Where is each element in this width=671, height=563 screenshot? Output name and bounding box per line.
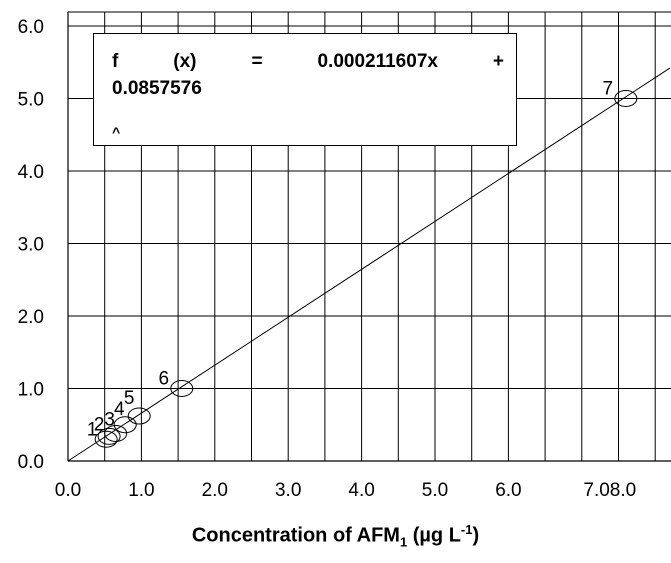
point-label: 4 — [114, 399, 125, 420]
x-tick-labels: 0.0 1.0 2.0 3.0 4.0 5.0 6.0 7.08.0 — [55, 480, 636, 501]
data-point — [614, 90, 638, 107]
x-tick-label: 6.0 — [495, 480, 521, 501]
x-tick-label: 7.0 — [583, 480, 609, 501]
point-label: 7 — [603, 79, 614, 100]
fit-line-group — [67, 67, 671, 462]
point-label: 5 — [124, 388, 135, 409]
x-axis-label-mid: (µg L — [407, 524, 461, 547]
x-axis-label: Concentration of AFM1 (µg L-1) — [0, 522, 671, 550]
data-point — [127, 407, 151, 425]
point-label: 6 — [158, 369, 169, 390]
data-point — [97, 427, 121, 445]
x-tick-label: 1.0 — [128, 480, 154, 501]
x-axis-label-suffix: ) — [472, 524, 480, 547]
x-tick-label: 4.0 — [348, 480, 374, 501]
fit-line — [67, 67, 671, 462]
data-point — [94, 430, 118, 448]
x-tick-label: 8.0 — [610, 480, 636, 501]
x-tick-label: 5.0 — [422, 480, 448, 501]
equation-term: + — [492, 51, 504, 72]
y-tick-label: 5.0 — [18, 90, 44, 111]
data-point — [113, 416, 137, 434]
point-label: 2 — [94, 414, 105, 435]
equation-term: = — [251, 51, 263, 72]
equation-line-1: f (x) = 0.000211607x + — [112, 51, 504, 73]
y-tick-label: 0.0 — [18, 452, 44, 473]
equation-line-2: 0.0857576 — [112, 78, 202, 99]
y-tick-label: 3.0 — [18, 235, 44, 256]
y-tick-label: 2.0 — [18, 307, 44, 328]
equation-box: f (x) = 0.000211607x + 0.0857576 ^ — [93, 33, 517, 146]
y-tick-labels: 0.0 1.0 2.0 3.0 4.0 5.0 6.0 — [18, 17, 44, 473]
x-tick-label: 3.0 — [275, 480, 301, 501]
x-tick-label: 7.08.0 — [583, 480, 636, 501]
data-point — [104, 424, 128, 442]
x-axis-label-sup: -1 — [460, 522, 473, 537]
x-tick-label: 0.0 — [55, 480, 81, 501]
x-tick-label: 2.0 — [202, 480, 228, 501]
data-points: 12 345 6 7 — [87, 79, 638, 448]
y-tick-label: 4.0 — [18, 162, 44, 183]
equation-term: f — [112, 51, 119, 72]
y-tick-label: 1.0 — [18, 380, 44, 401]
equation-line-3: ^ — [112, 124, 121, 140]
y-tick-label: 6.0 — [18, 17, 44, 38]
equation-term: (x) — [173, 51, 197, 72]
x-axis-label-prefix: Concentration of AFM — [191, 524, 400, 547]
axes — [67, 11, 671, 462]
point-label: 1 — [87, 419, 98, 440]
data-point — [170, 380, 194, 397]
equation-term: 0.000211607x — [317, 51, 438, 72]
x-axis-label-sub: 1 — [399, 534, 408, 550]
point-label: 3 — [104, 409, 115, 430]
